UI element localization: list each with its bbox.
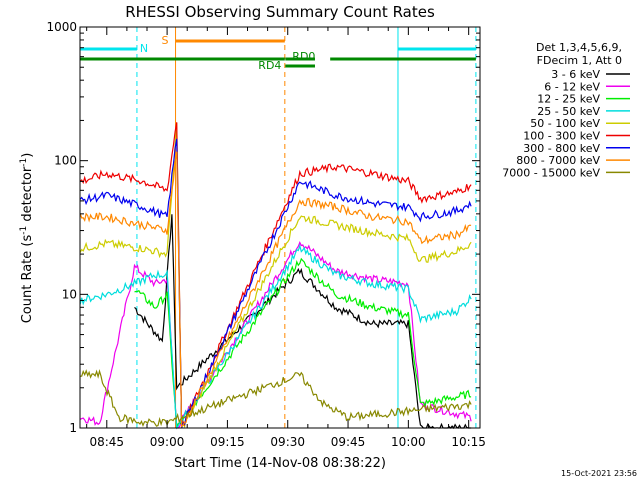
ylabel-part: detector [20, 166, 35, 226]
x-axis-label: Start Time (14-Nov-08 08:38:22) [174, 456, 386, 471]
legend-entry-label: 300 - 800 keV [523, 142, 600, 155]
series-line [79, 122, 472, 429]
series-line [80, 368, 472, 428]
svg-text:Count Rate (s-1 detector-1): Count Rate (s-1 detector-1) [19, 153, 35, 324]
x-tick-label: 09:00 [150, 435, 185, 449]
x-tick-label: 09:30 [270, 435, 305, 449]
x-tick-label: 10:15 [451, 435, 486, 449]
series-line [79, 138, 472, 429]
legend-entry-label: 3 - 6 keV [551, 68, 600, 81]
ylabel-part: Count Rate (s [20, 235, 35, 324]
x-tick-label: 10:00 [391, 435, 426, 449]
plot-frame [79, 26, 481, 429]
legend-entry-label: 800 - 7000 keV [516, 154, 600, 167]
y-tick-label: 1 [69, 421, 77, 435]
legend-header-line: FDecim 1, Att 0 [537, 54, 622, 67]
y-tick-label: 1000 [46, 20, 77, 34]
legend-header-line: Det 1,3,4,5,6,9, [536, 41, 622, 54]
series-line [134, 257, 472, 428]
series-line [134, 214, 472, 430]
series-line [79, 122, 472, 429]
y-axis-label: Count Rate (s-1 detector-1) [19, 153, 35, 324]
series-line [79, 151, 472, 428]
generation-timestamp: 15-Oct-2021 23:56 [561, 469, 637, 478]
flag-label: S [162, 34, 169, 47]
legend-entry-label: 25 - 50 keV [537, 105, 600, 118]
x-tick-label: 09:15 [210, 435, 245, 449]
ylabel-exponent: -1 [19, 226, 29, 235]
y-tick-label: 100 [54, 154, 77, 168]
y-tick-label: 10 [62, 287, 77, 301]
legend-entry-label: 50 - 100 keV [530, 117, 600, 130]
flag-label: N [140, 42, 148, 55]
legend-entry-label: 7000 - 15000 keV [502, 166, 600, 179]
legend-entry-label: 6 - 12 keV [544, 80, 600, 93]
chart-title: RHESSI Observing Summary Count Rates [125, 3, 435, 21]
flag-label: RD0 [292, 50, 315, 63]
legend-entry-label: 100 - 300 keV [523, 130, 600, 143]
series-line [79, 243, 472, 430]
x-tick-label: 08:45 [89, 435, 124, 449]
ylabel-part: ) [20, 153, 35, 158]
legend-entry-label: 12 - 25 keV [537, 93, 600, 106]
ylabel-exponent: -1 [19, 158, 29, 167]
series-line [79, 241, 472, 429]
flag-label: RD4 [258, 59, 281, 72]
x-tick-label: 09:45 [331, 435, 366, 449]
